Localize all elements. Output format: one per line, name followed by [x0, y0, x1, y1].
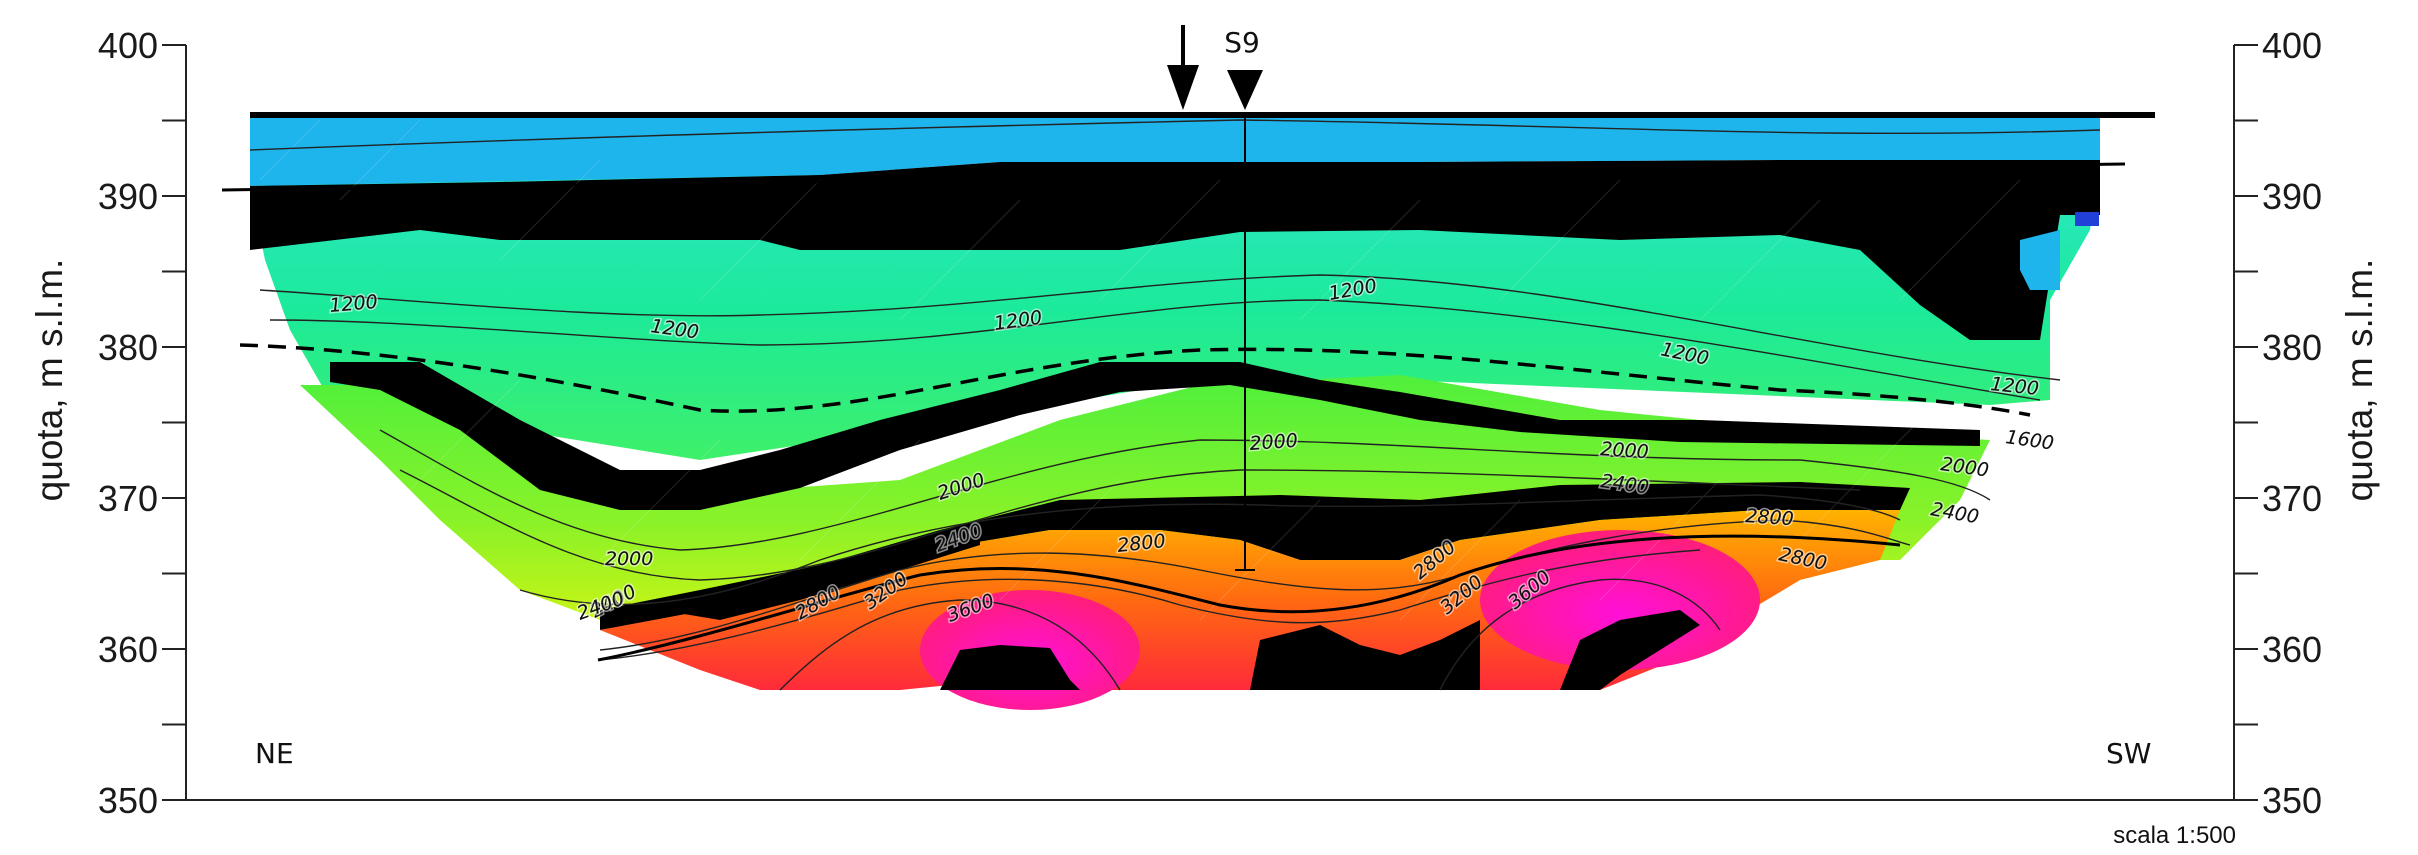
contour-label: 2000: [1249, 430, 1299, 455]
contour-label-halo: 2000: [605, 548, 653, 570]
layer-dark-blue-pocket: [2075, 212, 2099, 226]
interpreted-boundaries: [221, 112, 2155, 662]
contour-label: 1200: [1989, 373, 2039, 400]
borehole-label: S9: [1224, 26, 1260, 59]
mask-mid-band: [600, 482, 1910, 630]
boundary-solid-lower: [597, 534, 1901, 662]
y-axis-right-title: quota, m s.l.m.: [2339, 259, 2380, 502]
direction-label-ne: NE: [255, 737, 294, 770]
contour-line: [599, 549, 1701, 661]
contour-label: 1600: [2004, 426, 2055, 455]
contour-label-halo: 1200: [1989, 373, 2039, 400]
y-tick-label: 390: [2262, 176, 2322, 217]
borehole-triangle-marker: [1227, 70, 1263, 110]
contour-label: 1200: [329, 291, 379, 317]
mask-lower-center: [1250, 620, 1480, 690]
y-tick-label: 350: [98, 780, 158, 821]
contour-line: [249, 119, 2101, 151]
borehole-s9: S9: [1224, 26, 1263, 571]
boundary-solid-top: [221, 162, 2126, 192]
contour-lines: [249, 119, 2101, 691]
contour-label: 2000: [605, 548, 653, 570]
contour-label: 2800: [1745, 505, 1795, 530]
contour-label-halo: 2000: [1249, 430, 1299, 455]
contour-line: [1439, 578, 1721, 691]
arrow-marker: [1167, 25, 1199, 110]
y-axis-left-title: quota, m s.l.m.: [29, 259, 70, 502]
y-tick-label: 350: [2262, 780, 2322, 821]
contour-line: [779, 599, 1121, 691]
contour-line: [259, 274, 2061, 381]
y-tick-label: 380: [98, 327, 158, 368]
y-tick-label: 400: [2262, 25, 2322, 66]
y-tick-label: 390: [98, 176, 158, 217]
mask-lower-right: [1560, 610, 1700, 690]
contour-line: [269, 299, 2041, 401]
direction-label-sw: SW: [2106, 737, 2151, 770]
contour-label: 2000: [1600, 438, 1650, 463]
velocity-section: [250, 112, 2100, 710]
y-tick-label: 360: [98, 629, 158, 670]
contour-line: [399, 469, 1861, 581]
mask-left-lens: [330, 362, 1980, 510]
scale-label: scala 1:500: [2113, 822, 2236, 849]
layer-top-blue: [250, 112, 2100, 186]
boundary-dashed: [239, 343, 2031, 417]
layer-mid-green: [300, 375, 1990, 620]
contour-label-halo: 2800: [1745, 505, 1795, 530]
y-tick-label: 360: [2262, 629, 2322, 670]
contour-line: [379, 429, 1991, 551]
y-axis-right: 400 390 380 370 360 350: [2234, 25, 2322, 821]
y-axis-left: 400 390 380 370 360 350: [98, 25, 186, 821]
contour-label: 2800: [1116, 530, 1166, 557]
contour-line: [599, 519, 1911, 651]
contour-line: [519, 494, 1901, 606]
layer-magenta-right: [1480, 530, 1760, 670]
mask-upper-band: [250, 160, 2100, 340]
y-tick-label: 370: [2262, 478, 2322, 519]
y-tick-label: 400: [98, 25, 158, 66]
mask-lower-band: [660, 530, 980, 620]
arrow-down-icon: [1167, 65, 1199, 110]
contour-label: 2400: [1929, 498, 1980, 528]
mask-lower-left: [940, 645, 1080, 690]
y-tick-label: 380: [2262, 327, 2322, 368]
layer-right-pocket: [2020, 230, 2060, 290]
contour-label-halo: 2000: [1600, 438, 1650, 463]
y-tick-label: 370: [98, 478, 158, 519]
